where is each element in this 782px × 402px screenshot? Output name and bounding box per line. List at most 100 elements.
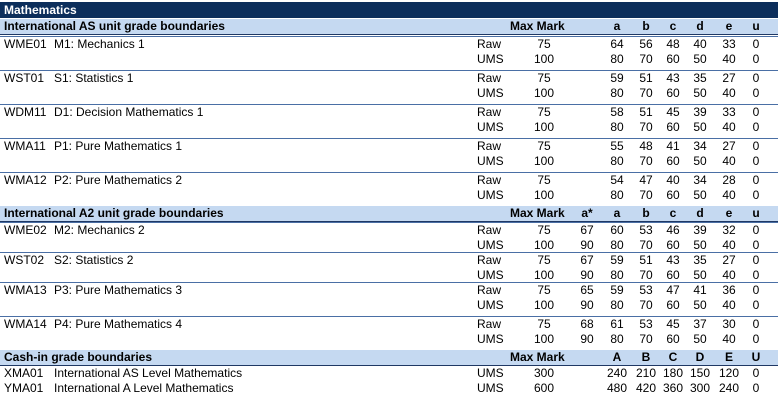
grade-value: 58 — [610, 105, 624, 119]
grade-value: 40 — [722, 268, 736, 282]
mark-type: Raw — [477, 37, 502, 51]
grade-value: 60 — [666, 154, 680, 168]
grade-value: 67 — [580, 223, 594, 237]
grade-value: 33 — [722, 37, 736, 51]
grade-value: 60 — [666, 86, 680, 100]
max-mark-header: Max Mark — [510, 206, 565, 220]
mark-type: UMS — [477, 381, 504, 395]
grade-value: 39 — [693, 223, 707, 237]
max-mark: 75 — [537, 223, 551, 237]
grade-value: 70 — [639, 188, 653, 202]
table-row: UMS 100 90 80 70 60 50 40 0 — [0, 298, 778, 313]
grade-value: 55 — [610, 139, 624, 153]
grade-value: 210 — [635, 366, 657, 380]
grade-value: 64 — [610, 37, 624, 51]
max-mark: 600 — [533, 381, 555, 395]
grade-header: C — [668, 350, 678, 364]
grade-value: 300 — [689, 381, 711, 395]
grade-value: 45 — [666, 105, 680, 119]
grade-value: 90 — [580, 298, 594, 312]
grade-value: 51 — [639, 71, 653, 85]
grade-value: 80 — [610, 188, 624, 202]
grade-value: 120 — [718, 366, 740, 380]
max-mark: 100 — [533, 154, 555, 168]
mark-type: UMS — [477, 188, 504, 202]
grade-value: 90 — [580, 268, 594, 282]
grade-value: 0 — [752, 139, 760, 153]
grade-value: 47 — [639, 173, 653, 187]
unit-code: WMA13 — [4, 283, 47, 297]
grade-value: 27 — [722, 71, 736, 85]
max-mark: 100 — [533, 52, 555, 66]
max-mark: 75 — [537, 71, 551, 85]
table-row: UMS 100 80 70 60 50 40 0 — [0, 52, 778, 67]
grade-value: 80 — [610, 268, 624, 282]
grade-value: 0 — [752, 332, 760, 346]
grade-value: 0 — [752, 105, 760, 119]
grade-value: 60 — [666, 268, 680, 282]
mark-type: Raw — [477, 71, 502, 85]
grade-value: 48 — [639, 139, 653, 153]
grade-value: 80 — [610, 332, 624, 346]
unit-block: WMA14 P4: Pure Mathematics 4 Raw 75 68 61 53 45… — [0, 316, 778, 347]
mark-type: Raw — [477, 283, 502, 297]
table-row: UMS 100 90 80 70 60 50 40 0 — [0, 238, 778, 253]
table-row: UMS 100 80 70 60 50 40 0 — [0, 86, 778, 101]
table-row: WST02 S2: Statistics 2 Raw 75 67 59 51 43 35 27 0 — [0, 253, 778, 268]
grade-value: 0 — [752, 52, 760, 66]
grade-value: 0 — [752, 173, 760, 187]
grade-value: 0 — [752, 71, 760, 85]
grade-value: 0 — [752, 381, 760, 395]
grade-value: 0 — [752, 283, 760, 297]
unit-name: P2: Pure Mathematics 2 — [54, 173, 183, 187]
grade-value: 27 — [722, 253, 736, 267]
grade-value: 40 — [722, 238, 736, 252]
grade-header: c — [669, 19, 677, 33]
mark-type: Raw — [477, 173, 502, 187]
grade-value: 240 — [606, 366, 628, 380]
grade-value: 50 — [693, 188, 707, 202]
grade-value: 50 — [693, 268, 707, 282]
grade-value: 80 — [610, 86, 624, 100]
grade-value: 54 — [610, 173, 624, 187]
unit-name: S2: Statistics 2 — [54, 253, 134, 267]
grade-value: 180 — [662, 366, 684, 380]
unit-block: WMA11 P1: Pure Mathematics 1 Raw 75 55 48 41 34… — [0, 138, 778, 169]
grade-value: 59 — [610, 253, 624, 267]
max-mark: 75 — [537, 253, 551, 267]
unit-code: WDM11 — [4, 105, 47, 119]
table-row: WMA11 P1: Pure Mathematics 1 Raw 75 55 48 41 34… — [0, 139, 778, 154]
cash-in-row: YMA01 International A Level Mathematics UM… — [0, 381, 778, 395]
section-title: International AS unit grade boundaries — [4, 19, 225, 33]
grade-value: 0 — [752, 188, 760, 202]
grade-value: 51 — [639, 253, 653, 267]
grade-value: 0 — [752, 268, 760, 282]
mark-type: UMS — [477, 366, 504, 380]
grade-value: 70 — [639, 268, 653, 282]
grade-value: 70 — [639, 120, 653, 134]
grade-value: 28 — [722, 173, 736, 187]
grade-value: 50 — [693, 120, 707, 134]
unit-name: P4: Pure Mathematics 4 — [54, 317, 183, 331]
grade-value: 0 — [752, 298, 760, 312]
max-mark: 75 — [537, 105, 551, 119]
max-mark-header: Max Mark — [510, 19, 565, 33]
grade-value: 37 — [693, 317, 707, 331]
grade-value: 60 — [666, 238, 680, 252]
table-row: WMA12 P2: Pure Mathematics 2 Raw 75 54 47 40 34… — [0, 173, 778, 188]
grade-value: 46 — [666, 223, 680, 237]
grade-value: 50 — [693, 154, 707, 168]
grade-value: 40 — [666, 173, 680, 187]
grade-value: 80 — [610, 154, 624, 168]
grade-header: b — [642, 206, 650, 220]
table-row: UMS 100 80 70 60 50 40 0 — [0, 188, 778, 203]
grade-value: 59 — [610, 283, 624, 297]
grade-value: 80 — [610, 238, 624, 252]
table-row: WMA14 P4: Pure Mathematics 4 Raw 75 68 61 53 45… — [0, 317, 778, 332]
unit-code: WMA14 — [4, 317, 47, 331]
grade-value: 50 — [693, 86, 707, 100]
grade-value: 40 — [722, 52, 736, 66]
unit-block: WST02 S2: Statistics 2 Raw 75 67 59 51 43 35 27 0 U… — [0, 252, 778, 283]
grade-value: 40 — [722, 298, 736, 312]
